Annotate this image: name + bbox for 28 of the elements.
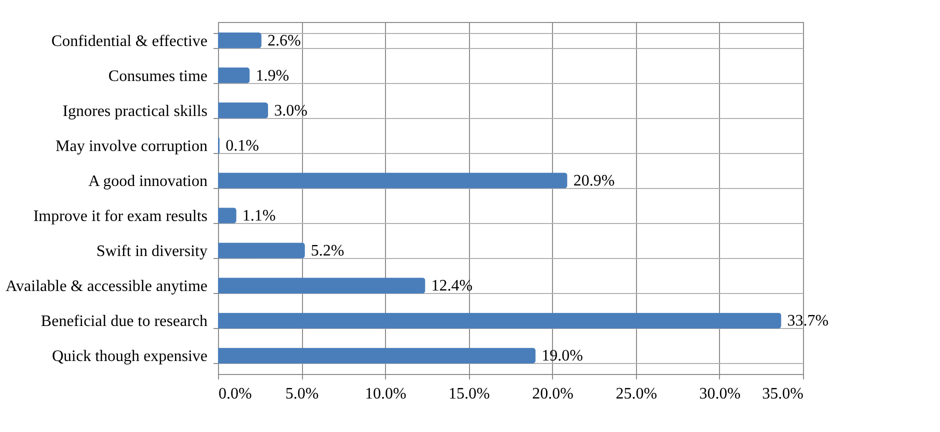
- y-tick-label: Confidential & effective: [51, 32, 208, 50]
- y-tick-label: Available & accessible anytime: [6, 278, 208, 296]
- data-label: 33.7%: [787, 312, 829, 330]
- y-tick-label: Swift in diversity: [96, 243, 208, 260]
- x-tick-label: 25.0%: [616, 386, 658, 402]
- x-tick-label: 30.0%: [699, 386, 741, 402]
- data-label: 12.4%: [431, 278, 473, 295]
- data-label: 2.6%: [267, 32, 301, 50]
- y-tick-label: May involve corruption: [56, 138, 208, 155]
- y-tick-label: Beneficial due to research: [40, 313, 208, 330]
- data-label: 5.2%: [310, 242, 344, 260]
- y-tick-label: Ignores practical skills: [62, 102, 208, 120]
- x-tick-label: 20.0%: [532, 386, 574, 402]
- data-label: 19.0%: [542, 348, 583, 365]
- data-label: 0.1%: [226, 137, 259, 154]
- data-label: 1.1%: [242, 208, 276, 225]
- data-label: 20.9%: [573, 172, 615, 190]
- data-label: 1.9%: [256, 67, 290, 84]
- data-label: 3.0%: [274, 102, 308, 120]
- x-tick-label: 5.0%: [285, 386, 319, 402]
- x-tick-label: 15.0%: [448, 386, 490, 402]
- x-tick-label: 0.0%: [218, 386, 252, 402]
- y-tick-label: Improve it for exam results: [33, 208, 208, 226]
- y-tick-label: Quick though expensive: [52, 348, 208, 366]
- x-tick-label: 35.0%: [762, 386, 804, 402]
- y-tick-label: Consumes time: [108, 68, 208, 85]
- y-tick-label: A good innovation: [88, 172, 208, 190]
- x-tick-label: 10.0%: [364, 386, 406, 402]
